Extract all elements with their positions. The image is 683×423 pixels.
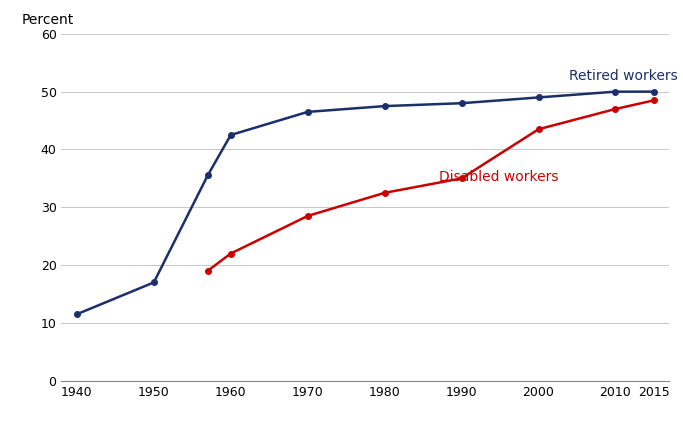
Text: Percent: Percent <box>22 13 74 27</box>
Text: Disabled workers: Disabled workers <box>438 170 558 184</box>
Text: Retired workers: Retired workers <box>570 69 678 83</box>
